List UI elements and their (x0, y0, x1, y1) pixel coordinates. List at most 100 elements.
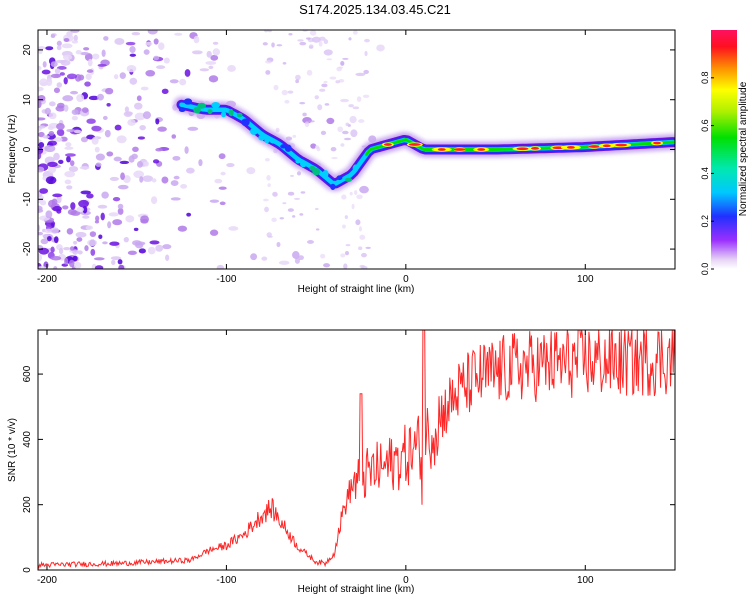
ridge-hotspot-core (408, 143, 421, 146)
ridge-blob (228, 109, 234, 117)
noise-blob (147, 30, 158, 35)
noise-blob (323, 39, 329, 45)
noise-blob (69, 246, 75, 251)
ridge-hotspot-core (588, 145, 601, 148)
noise-blob (340, 61, 345, 66)
colorbar: 0.0 0.2 0.4 0.6 0.8 Normalized spectral ampl… (700, 30, 749, 275)
spectrogram-x-tick-label: 0 (403, 274, 409, 285)
noise-blob (336, 66, 343, 72)
noise-blob (86, 69, 94, 73)
noise-blob (171, 134, 177, 139)
noise-blob (152, 159, 160, 164)
spectrogram-x-label: Height of straight line (km) (298, 284, 415, 295)
noise-blob (163, 57, 170, 64)
noise-blob (56, 208, 62, 214)
noise-blob (53, 87, 61, 94)
noise-blob (319, 88, 326, 92)
noise-blob (86, 118, 96, 124)
noise-blob (338, 79, 345, 83)
noise-blob (62, 205, 69, 210)
ridge-blob (322, 170, 329, 178)
noise-blob (38, 139, 42, 143)
noise-blob (78, 199, 89, 208)
noise-blob (48, 112, 57, 120)
noise-blob (265, 70, 271, 75)
noise-blob (137, 136, 146, 140)
noise-blob (358, 119, 365, 123)
noise-blob (290, 174, 294, 178)
ridge-blob (197, 102, 206, 109)
noise-blob (340, 253, 346, 258)
noise-blob (71, 115, 78, 121)
noise-blob (228, 226, 239, 231)
noise-blob (265, 60, 272, 64)
snr-series-line (38, 330, 675, 570)
ridge-hotspot-core (516, 147, 529, 151)
noise-blob (56, 102, 65, 109)
noise-blob (68, 165, 79, 173)
snr-plot-area (38, 330, 675, 570)
colorbar-tick-label: 0.8 (700, 72, 710, 85)
noise-blob (97, 204, 108, 209)
noise-blob (53, 266, 58, 269)
noise-blob (307, 240, 314, 244)
noise-blob (124, 106, 130, 113)
noise-blob (227, 64, 236, 72)
noise-blob (180, 184, 188, 189)
noise-blob (342, 224, 346, 229)
colorbar-tick-label: 0.6 (700, 119, 710, 132)
noise-blob (359, 264, 365, 268)
noise-blob (62, 54, 73, 61)
ridge-hotspot-core (437, 148, 446, 151)
noise-blob (125, 215, 135, 223)
spectrogram-y-tick-label: 10 (22, 94, 33, 106)
noise-blob (340, 143, 345, 147)
noise-blob (38, 86, 44, 92)
noise-blob (216, 264, 225, 269)
noise-blob (276, 242, 281, 248)
noise-blob (306, 69, 313, 76)
ridge-hotspot-core (453, 148, 466, 151)
noise-blob (354, 190, 358, 196)
ridge-blob (330, 183, 336, 190)
noise-blob (266, 175, 271, 181)
noise-blob (292, 215, 296, 218)
noise-blob (165, 254, 170, 261)
noise-blob (199, 68, 210, 72)
noise-blob (47, 161, 58, 168)
spectrogram-y-tick-label: 0 (22, 146, 33, 152)
noise-blob (76, 94, 85, 103)
noise-blob (48, 166, 57, 174)
noise-blob (143, 161, 149, 167)
noise-blob (95, 153, 105, 161)
colorbar-label: Normalized spectral amplitude (738, 81, 749, 216)
noise-blob (59, 72, 65, 76)
noise-blob (111, 259, 116, 266)
noise-blob (80, 136, 88, 143)
colorbar-tick-label: 0.4 (700, 167, 710, 180)
noise-blob (125, 41, 136, 46)
noise-blob (355, 219, 361, 226)
noise-blob (279, 217, 285, 220)
noise-blob (101, 191, 109, 199)
noise-blob (69, 160, 75, 167)
noise-blob (186, 212, 192, 217)
ridge-blob (220, 111, 227, 118)
snr-y-tick-label: 600 (22, 365, 33, 382)
ridge-blob (183, 98, 193, 105)
noise-blob (287, 208, 294, 212)
noise-blob (127, 250, 137, 256)
figure-title: S174.2025.134.03.45.C21 (299, 2, 451, 17)
noise-blob (139, 176, 144, 183)
noise-blob (359, 185, 369, 194)
noise-blob (66, 228, 74, 235)
noise-blob (40, 238, 49, 245)
ridge-hotspot-core (383, 143, 392, 146)
ridge-blob (241, 118, 250, 127)
noise-blob (323, 49, 333, 56)
noise-blob (69, 90, 79, 95)
snr-x-tick-label: 0 (403, 575, 409, 586)
noise-blob (140, 86, 149, 91)
snr-y-tick-label: 400 (22, 431, 33, 448)
